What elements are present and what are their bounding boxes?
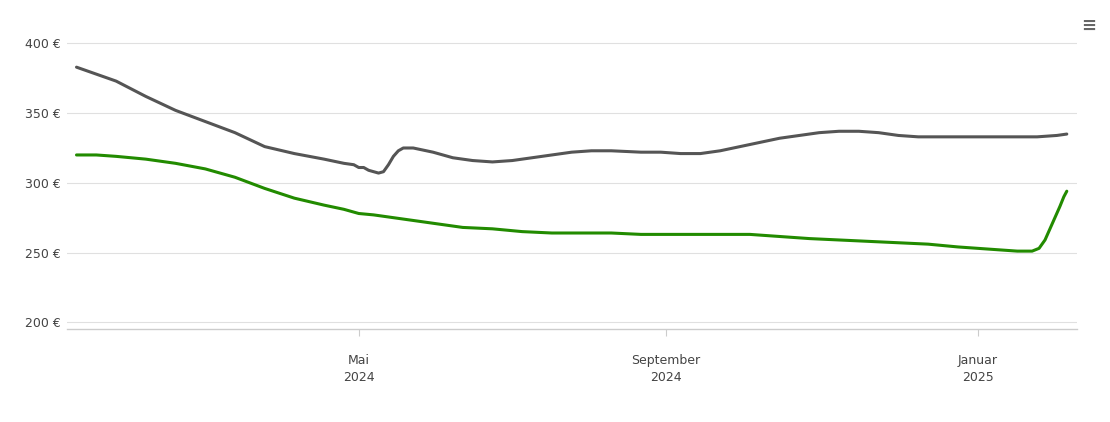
Text: September: September (632, 354, 700, 367)
Text: Januar: Januar (958, 354, 998, 367)
Text: Mai: Mai (347, 354, 370, 367)
Text: 2024: 2024 (343, 371, 374, 384)
Text: 2025: 2025 (961, 371, 993, 384)
Text: ≡: ≡ (1081, 17, 1097, 35)
Text: 2024: 2024 (650, 371, 682, 384)
